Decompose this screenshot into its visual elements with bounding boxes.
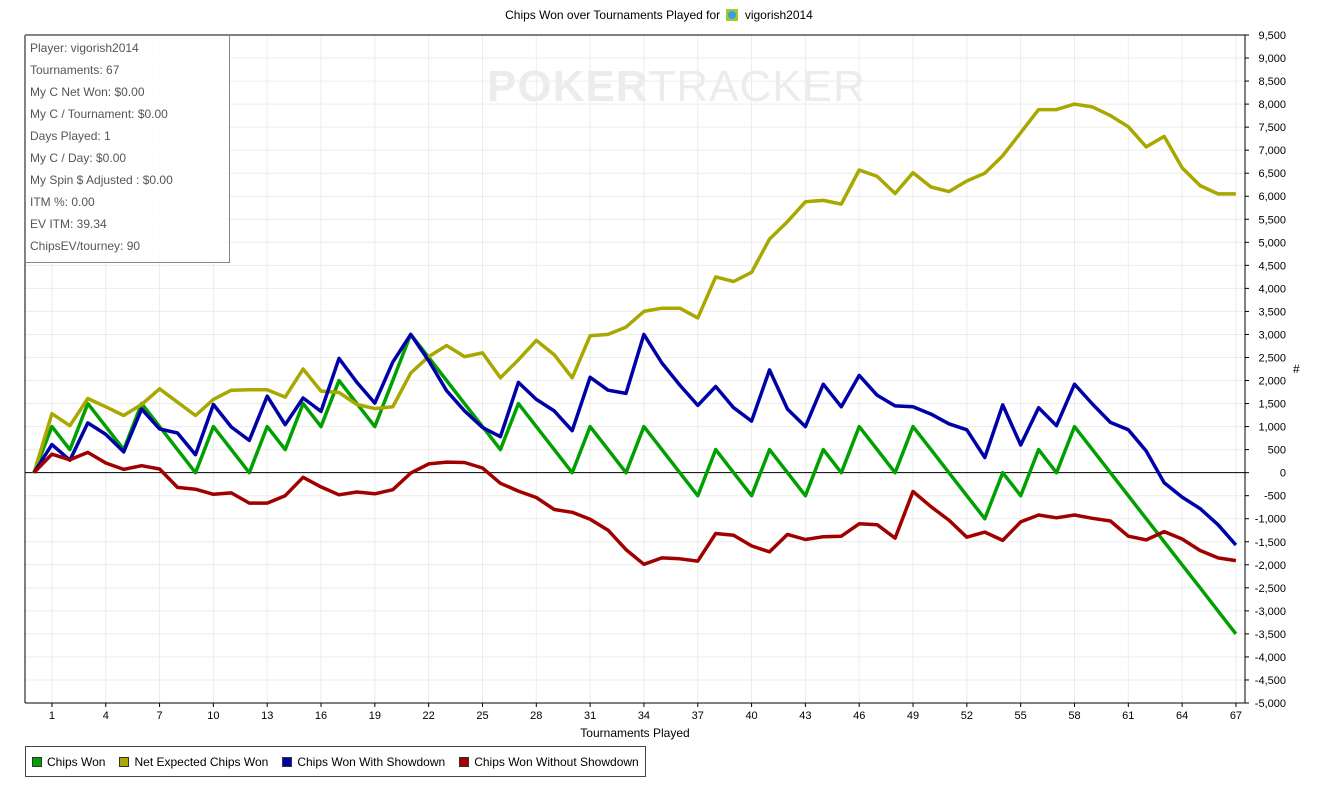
y-tick-label: 5,000 [1258,237,1286,249]
info-net-won: My C Net Won: $0.00 [30,84,229,106]
y-tick-label: 8,000 [1258,99,1286,111]
y-tick-label: -2,000 [1255,560,1286,572]
y-tick-label: -1,000 [1255,514,1286,526]
y-tick-label: 3,000 [1258,329,1286,341]
y-tick-label: 4,500 [1258,260,1286,272]
y-axis-label: # [1293,362,1300,376]
y-tick-label: 3,500 [1258,306,1286,318]
x-tick-label: 16 [315,710,327,722]
info-days-played: Days Played: 1 [30,128,229,150]
x-axis-label: Tournaments Played [0,726,1270,740]
legend-swatch [459,757,469,767]
y-tick-label: -3,000 [1255,606,1286,618]
y-tick-label: 5,500 [1258,214,1286,226]
info-player: Player: vigorish2014 [30,40,229,62]
info-itm: ITM %: 0.00 [30,194,229,216]
x-tick-label: 40 [745,710,757,722]
x-tick-label: 46 [853,710,865,722]
legend-swatch [119,757,129,767]
y-tick-label: 6,000 [1258,191,1286,203]
x-tick-label: 19 [369,710,381,722]
player-info-box: Player: vigorish2014 Tournaments: 67 My … [25,35,230,263]
x-tick-label: 1 [49,710,55,722]
y-tick-label: 4,000 [1258,283,1286,295]
info-tournaments: Tournaments: 67 [30,62,229,84]
legend-swatch [282,757,292,767]
legend-item-with-showdown[interactable]: Chips Won With Showdown [282,755,445,769]
y-tick-label: -3,500 [1255,629,1286,641]
x-tick-label: 31 [584,710,596,722]
y-tick-label: -5,000 [1255,698,1286,710]
legend-item-without-showdown[interactable]: Chips Won Without Showdown [459,755,639,769]
y-tick-label: 8,500 [1258,76,1286,88]
x-tick-label: 4 [103,710,109,722]
x-tick-label: 67 [1230,710,1242,722]
y-tick-label: 9,000 [1258,53,1286,65]
y-tick-label: 2,500 [1258,352,1286,364]
y-tick-label: 1,000 [1258,422,1286,434]
x-tick-label: 7 [157,710,163,722]
x-tick-label: 25 [476,710,488,722]
legend: Chips Won Net Expected Chips Won Chips W… [25,746,646,777]
info-ev-itm: EV ITM: 39.34 [30,216,229,238]
legend-item-net-expected[interactable]: Net Expected Chips Won [119,755,268,769]
info-per-tournament: My C / Tournament: $0.00 [30,106,229,128]
x-tick-label: 61 [1122,710,1134,722]
info-per-day: My C / Day: $0.00 [30,150,229,172]
x-tick-label: 43 [799,710,811,722]
y-tick-label: 1,500 [1258,399,1286,411]
series-line-chips-won [34,334,1236,634]
y-tick-label: 7,000 [1258,145,1286,157]
x-tick-label: 13 [261,710,273,722]
x-tick-label: 10 [207,710,219,722]
y-tick-label: 9,500 [1258,30,1286,42]
series-line-chips-won-with-showdown [34,334,1236,545]
info-spin-adjusted: My Spin $ Adjusted : $0.00 [30,172,229,194]
y-tick-label: 0 [1280,468,1286,480]
x-tick-label: 22 [423,710,435,722]
legend-swatch [32,757,42,767]
y-tick-label: -4,500 [1255,675,1286,687]
x-tick-label: 37 [692,710,704,722]
y-tick-label: 2,000 [1258,376,1286,388]
x-tick-label: 28 [530,710,542,722]
x-tick-label: 58 [1068,710,1080,722]
y-tick-label: -500 [1264,491,1286,503]
y-tick-label: 7,500 [1258,122,1286,134]
x-tick-label: 55 [1015,710,1027,722]
x-tick-label: 49 [907,710,919,722]
y-tick-label: 500 [1268,445,1286,457]
legend-item-chips-won[interactable]: Chips Won [32,755,105,769]
y-tick-label: -2,500 [1255,583,1286,595]
y-tick-label: -4,000 [1255,652,1286,664]
x-tick-label: 64 [1176,710,1188,722]
x-tick-label: 34 [638,710,650,722]
x-tick-label: 52 [961,710,973,722]
y-tick-label: -1,500 [1255,537,1286,549]
y-tick-label: 6,500 [1258,168,1286,180]
info-chipsev: ChipsEV/tourney: 90 [30,238,229,260]
